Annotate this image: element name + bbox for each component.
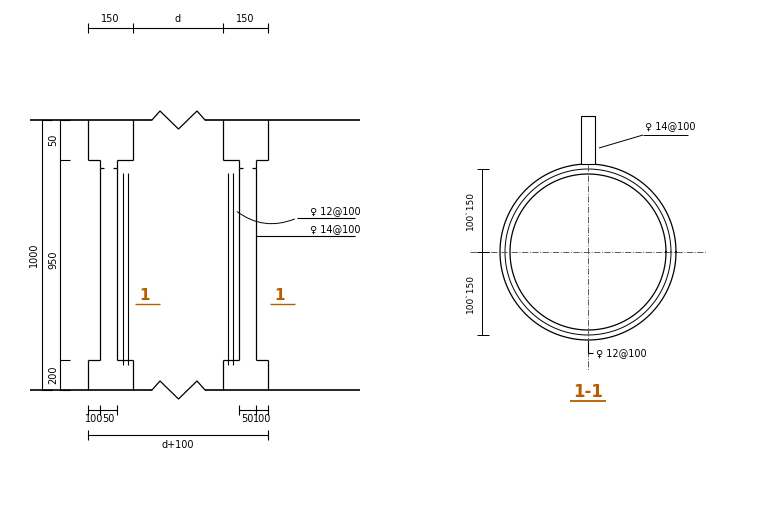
Text: 1-1: 1-1 [573,383,603,401]
Text: 100`150: 100`150 [465,191,474,230]
Text: 50: 50 [242,414,254,424]
Text: 50: 50 [103,414,115,424]
Text: 950: 950 [48,251,58,269]
Bar [581,116,595,164]
Text: 150: 150 [236,14,255,24]
Text: d+100: d+100 [162,440,195,450]
Text: 50: 50 [48,134,58,146]
Text: 100: 100 [85,414,103,424]
Text: 1: 1 [140,288,150,302]
Text: 200: 200 [48,366,58,384]
Text: ♀ 12@100: ♀ 12@100 [310,206,361,216]
Text: 1: 1 [275,288,285,302]
Text: 100`150: 100`150 [465,274,474,313]
Text: ♀ 12@100: ♀ 12@100 [596,348,647,358]
Text: 100: 100 [253,414,271,424]
Text: ♀ 14@100: ♀ 14@100 [310,224,360,234]
Text: 150: 150 [101,14,120,24]
Text: 1000: 1000 [29,243,39,267]
Text: ♀ 14@100: ♀ 14@100 [645,121,695,131]
Text: d: d [175,14,181,24]
